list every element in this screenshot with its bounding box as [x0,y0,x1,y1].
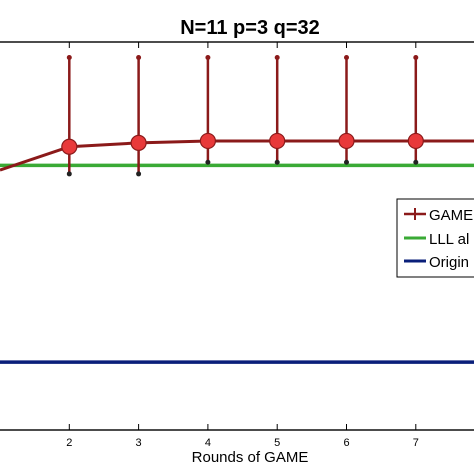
x-tick-label-2: 2 [66,437,72,449]
x-tick-label-7: 7 [413,437,419,449]
legend: GAME LLL al Origin [396,198,474,278]
x-axis-label: Rounds of GAME [192,449,309,466]
data-point-2 [61,138,78,155]
plot-area [0,41,474,431]
error-cap-lower-3 [136,171,142,177]
error-cap-upper-2 [66,55,72,61]
legend-entry-origin: Origin [404,254,469,271]
data-point-3 [130,134,147,151]
error-cap-upper-6 [344,55,349,61]
data-point-7 [407,132,424,150]
error-cap-upper-3 [136,55,142,61]
error-cap-upper-4 [205,55,211,61]
legend-label-origin: Origin [429,254,469,271]
legend-label-lll: LLL al [429,231,469,248]
legend-entry-game: GAME [404,207,473,224]
error-cap-lower-7 [413,159,419,165]
x-axis: 2345678 [66,42,419,449]
data-point-6 [338,132,355,150]
error-cap-lower-5 [274,159,280,165]
x-tick-label-3: 3 [136,437,142,449]
x-tick-label-5: 5 [274,437,280,449]
data-point-5 [269,132,286,150]
data-point-4 [199,132,216,150]
error-cap-upper-5 [274,55,280,61]
x-tick-label-4: 4 [205,437,211,449]
plot-frame [0,41,474,431]
data-points [61,132,424,155]
legend-entry-lll: LLL al [404,231,469,248]
error-cap-lower-2 [66,171,72,177]
error-cap-upper-7 [413,55,419,61]
chart-title: N=11 p=3 q=32 [180,17,320,39]
error-cap-lower-6 [344,159,349,165]
error-cap-lower-4 [205,159,211,165]
x-tick-label-6: 6 [343,437,349,449]
legend-label-game: GAME [429,207,473,224]
